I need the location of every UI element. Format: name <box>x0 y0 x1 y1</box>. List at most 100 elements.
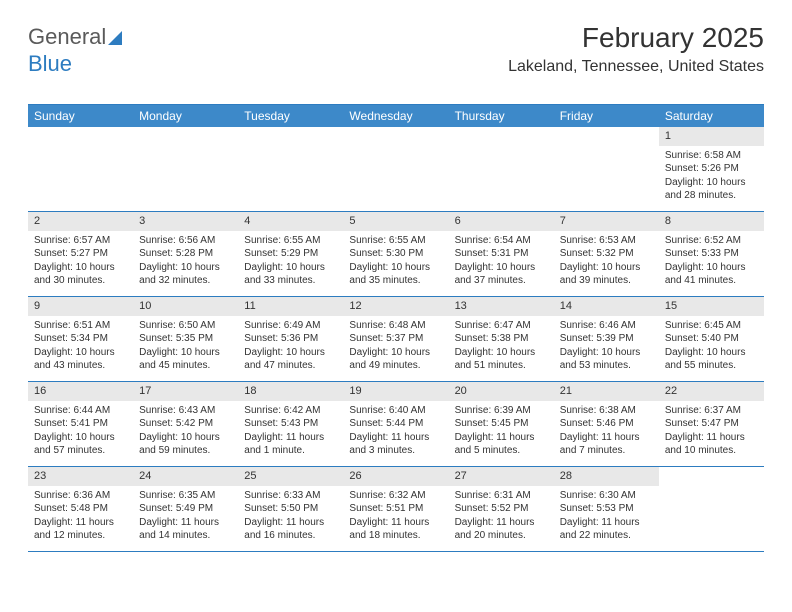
daylight-text: Daylight: 11 hours and 20 minutes. <box>455 516 548 543</box>
day-cell: 10Sunrise: 6:50 AMSunset: 5:35 PMDayligh… <box>133 297 238 381</box>
day-cell <box>449 127 554 211</box>
day-number: 24 <box>133 467 238 486</box>
day-body: Sunrise: 6:46 AMSunset: 5:39 PMDaylight:… <box>554 316 659 379</box>
weekday-header: Friday <box>554 105 659 127</box>
daylight-text: Daylight: 11 hours and 1 minute. <box>244 431 337 458</box>
daylight-text: Daylight: 10 hours and 37 minutes. <box>455 261 548 288</box>
day-cell: 8Sunrise: 6:52 AMSunset: 5:33 PMDaylight… <box>659 212 764 296</box>
sunrise-text: Sunrise: 6:45 AM <box>665 319 758 333</box>
day-body: Sunrise: 6:49 AMSunset: 5:36 PMDaylight:… <box>238 316 343 379</box>
daylight-text: Daylight: 10 hours and 49 minutes. <box>349 346 442 373</box>
day-body: Sunrise: 6:33 AMSunset: 5:50 PMDaylight:… <box>238 486 343 549</box>
sunset-text: Sunset: 5:37 PM <box>349 332 442 346</box>
day-number: 9 <box>28 297 133 316</box>
sunrise-text: Sunrise: 6:31 AM <box>455 489 548 503</box>
daylight-text: Daylight: 10 hours and 47 minutes. <box>244 346 337 373</box>
sunset-text: Sunset: 5:32 PM <box>560 247 653 261</box>
calendar: Sunday Monday Tuesday Wednesday Thursday… <box>28 104 764 552</box>
day-number: 11 <box>238 297 343 316</box>
daylight-text: Daylight: 10 hours and 28 minutes. <box>665 176 758 203</box>
sunset-text: Sunset: 5:38 PM <box>455 332 548 346</box>
day-body: Sunrise: 6:45 AMSunset: 5:40 PMDaylight:… <box>659 316 764 379</box>
day-cell: 24Sunrise: 6:35 AMSunset: 5:49 PMDayligh… <box>133 467 238 551</box>
sunrise-text: Sunrise: 6:50 AM <box>139 319 232 333</box>
daylight-text: Daylight: 11 hours and 18 minutes. <box>349 516 442 543</box>
sunrise-text: Sunrise: 6:55 AM <box>244 234 337 248</box>
weekday-header: Wednesday <box>343 105 448 127</box>
sunrise-text: Sunrise: 6:58 AM <box>665 149 758 163</box>
logo-text-general: General <box>28 24 106 49</box>
sunset-text: Sunset: 5:28 PM <box>139 247 232 261</box>
day-cell: 3Sunrise: 6:56 AMSunset: 5:28 PMDaylight… <box>133 212 238 296</box>
day-number: 12 <box>343 297 448 316</box>
day-cell: 21Sunrise: 6:38 AMSunset: 5:46 PMDayligh… <box>554 382 659 466</box>
day-body: Sunrise: 6:42 AMSunset: 5:43 PMDaylight:… <box>238 401 343 464</box>
weekday-header: Tuesday <box>238 105 343 127</box>
sunset-text: Sunset: 5:49 PM <box>139 502 232 516</box>
daylight-text: Daylight: 10 hours and 59 minutes. <box>139 431 232 458</box>
sunset-text: Sunset: 5:42 PM <box>139 417 232 431</box>
daylight-text: Daylight: 11 hours and 16 minutes. <box>244 516 337 543</box>
day-cell: 6Sunrise: 6:54 AMSunset: 5:31 PMDaylight… <box>449 212 554 296</box>
week-row: 1Sunrise: 6:58 AMSunset: 5:26 PMDaylight… <box>28 127 764 212</box>
day-number: 7 <box>554 212 659 231</box>
week-row: 2Sunrise: 6:57 AMSunset: 5:27 PMDaylight… <box>28 212 764 297</box>
day-cell: 28Sunrise: 6:30 AMSunset: 5:53 PMDayligh… <box>554 467 659 551</box>
day-body: Sunrise: 6:57 AMSunset: 5:27 PMDaylight:… <box>28 231 133 294</box>
day-cell: 5Sunrise: 6:55 AMSunset: 5:30 PMDaylight… <box>343 212 448 296</box>
daylight-text: Daylight: 10 hours and 51 minutes. <box>455 346 548 373</box>
day-number: 26 <box>343 467 448 486</box>
day-cell: 9Sunrise: 6:51 AMSunset: 5:34 PMDaylight… <box>28 297 133 381</box>
sunrise-text: Sunrise: 6:54 AM <box>455 234 548 248</box>
daylight-text: Daylight: 10 hours and 35 minutes. <box>349 261 442 288</box>
day-number: 28 <box>554 467 659 486</box>
day-cell: 12 Sunrise: 6:48 AMSunset: 5:37 PMDayligh… <box>343 297 448 381</box>
day-number: 5 <box>343 212 448 231</box>
day-body: Sunrise: 6:56 AMSunset: 5:28 PMDaylight:… <box>133 231 238 294</box>
sunrise-text: Sunrise: 6:48 AM <box>349 319 442 333</box>
day-cell <box>659 467 764 551</box>
week-row: 23Sunrise: 6:36 AMSunset: 5:48 PMDayligh… <box>28 467 764 552</box>
sunrise-text: Sunrise: 6:35 AM <box>139 489 232 503</box>
day-cell: 25Sunrise: 6:33 AMSunset: 5:50 PMDayligh… <box>238 467 343 551</box>
weeks-container: 1Sunrise: 6:58 AMSunset: 5:26 PMDaylight… <box>28 127 764 552</box>
day-number: 16 <box>28 382 133 401</box>
daylight-text: Daylight: 10 hours and 45 minutes. <box>139 346 232 373</box>
sunset-text: Sunset: 5:51 PM <box>349 502 442 516</box>
sunrise-text: Sunrise: 6:46 AM <box>560 319 653 333</box>
daylight-text: Daylight: 10 hours and 43 minutes. <box>34 346 127 373</box>
daylight-text: Daylight: 10 hours and 57 minutes. <box>34 431 127 458</box>
sunrise-text: Sunrise: 6:49 AM <box>244 319 337 333</box>
day-body: Sunrise: 6:39 AMSunset: 5:45 PMDaylight:… <box>449 401 554 464</box>
day-number: 25 <box>238 467 343 486</box>
day-body: Sunrise: 6:55 AMSunset: 5:29 PMDaylight:… <box>238 231 343 294</box>
day-number: 19 <box>343 382 448 401</box>
day-cell: 26Sunrise: 6:32 AMSunset: 5:51 PMDayligh… <box>343 467 448 551</box>
day-cell: 7Sunrise: 6:53 AMSunset: 5:32 PMDaylight… <box>554 212 659 296</box>
day-number: 18 <box>238 382 343 401</box>
sunset-text: Sunset: 5:45 PM <box>455 417 548 431</box>
sunrise-text: Sunrise: 6:57 AM <box>34 234 127 248</box>
day-body: Sunrise: 6:44 AMSunset: 5:41 PMDaylight:… <box>28 401 133 464</box>
daylight-text: Daylight: 11 hours and 22 minutes. <box>560 516 653 543</box>
sunset-text: Sunset: 5:44 PM <box>349 417 442 431</box>
sunset-text: Sunset: 5:41 PM <box>34 417 127 431</box>
sunset-text: Sunset: 5:27 PM <box>34 247 127 261</box>
weekday-header: Monday <box>133 105 238 127</box>
day-number: 27 <box>449 467 554 486</box>
sunset-text: Sunset: 5:33 PM <box>665 247 758 261</box>
daylight-text: Daylight: 11 hours and 14 minutes. <box>139 516 232 543</box>
sunset-text: Sunset: 5:47 PM <box>665 417 758 431</box>
logo: General Blue <box>28 24 128 77</box>
day-body: Sunrise: 6:35 AMSunset: 5:49 PMDaylight:… <box>133 486 238 549</box>
sunrise-text: Sunrise: 6:47 AM <box>455 319 548 333</box>
day-body: Sunrise: 6:37 AMSunset: 5:47 PMDaylight:… <box>659 401 764 464</box>
sunset-text: Sunset: 5:35 PM <box>139 332 232 346</box>
day-cell: 17Sunrise: 6:43 AMSunset: 5:42 PMDayligh… <box>133 382 238 466</box>
day-cell: 11Sunrise: 6:49 AMSunset: 5:36 PMDayligh… <box>238 297 343 381</box>
sunrise-text: Sunrise: 6:37 AM <box>665 404 758 418</box>
day-cell: 18Sunrise: 6:42 AMSunset: 5:43 PMDayligh… <box>238 382 343 466</box>
sunrise-text: Sunrise: 6:33 AM <box>244 489 337 503</box>
sunrise-text: Sunrise: 6:44 AM <box>34 404 127 418</box>
day-body: Sunrise: 6:36 AMSunset: 5:48 PMDaylight:… <box>28 486 133 549</box>
